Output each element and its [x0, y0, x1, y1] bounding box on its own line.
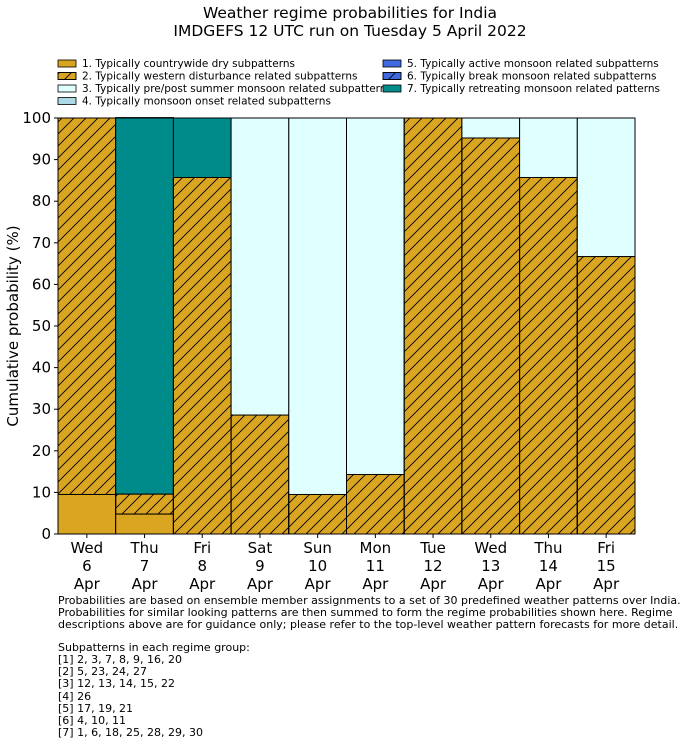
x-tick-label: Fri	[193, 539, 211, 557]
legend-label: 5. Typically active monsoon related subp…	[407, 58, 659, 70]
legend-label: 4. Typically monsoon onset related subpa…	[82, 96, 331, 108]
legend-label: 6. Typically break monsoon related subpa…	[407, 71, 657, 83]
bar-segment-hatch	[576, 256, 636, 535]
group-item: [1] 2, 3, 7, 8, 9, 16, 20	[58, 653, 183, 666]
bar-segment-hatch	[288, 493, 347, 535]
legend-item: 3. Typically pre/post summer monsoon rel…	[57, 83, 392, 95]
bar-segment-hatch	[230, 414, 290, 535]
bar-segment	[461, 117, 521, 139]
x-tick-label: Apr	[478, 575, 505, 593]
legend-swatch	[382, 59, 402, 68]
bar-segment-hatch	[403, 117, 463, 535]
x-tick-label: Apr	[535, 575, 562, 593]
chart: 1. Typically countrywide dry subpatterns…	[4, 58, 660, 593]
y-tick-label: 0	[41, 525, 51, 543]
y-tick-label: 40	[32, 359, 51, 377]
x-tick-label: 15	[597, 557, 616, 575]
group-item: [3] 12, 13, 14, 15, 22	[58, 677, 176, 691]
x-tick-label: 8	[197, 557, 207, 575]
legend-swatch-hatch	[382, 72, 402, 80]
bar-segment	[57, 493, 117, 535]
bar-segment	[346, 117, 405, 476]
x-tick-label: Sat	[248, 539, 273, 557]
y-tick-label: 30	[32, 400, 51, 418]
x-tick-label: Apr	[247, 575, 274, 593]
chart-title: Weather regime probabilities for India	[202, 4, 498, 22]
bar-segment	[519, 117, 578, 178]
legend: 1. Typically countrywide dry subpatterns…	[57, 58, 660, 108]
x-tick-label: Sun	[303, 539, 332, 557]
x-tick-label: Apr	[132, 575, 159, 593]
x-tick-label: 9	[255, 557, 265, 575]
x-tick-label: 13	[481, 557, 500, 575]
group-item: [4] 26	[58, 689, 92, 703]
footer-note: Probabilities are based on ensemble memb…	[58, 594, 681, 632]
y-tick-label: 50	[32, 317, 51, 335]
x-tick-label: Apr	[362, 575, 389, 593]
groups-heading: Subpatterns in each regime group:	[58, 641, 250, 654]
chart-subtitle: IMDGEFS 12 UTC run on Tuesday 5 April 20…	[173, 22, 527, 40]
group-item: [5] 17, 19, 21	[58, 701, 134, 715]
x-tick-label: 11	[366, 557, 385, 575]
x-tick-label: Fri	[597, 539, 615, 557]
x-tick-label: 10	[308, 557, 327, 575]
legend-item: 1. Typically countrywide dry subpatterns	[57, 58, 295, 70]
bar-segment-hatch	[461, 137, 521, 535]
y-tick-label: 100	[22, 109, 51, 127]
bar-segment-hatch	[115, 493, 174, 515]
y-tick-label: 60	[32, 275, 51, 293]
x-tick-label: Apr	[189, 575, 216, 593]
x-tick-label: Wed	[474, 539, 507, 557]
legend-label: 3. Typically pre/post summer monsoon rel…	[82, 83, 392, 95]
x-tick-label: Apr	[420, 575, 447, 593]
x-tick-label: Apr	[74, 575, 101, 593]
y-tick-label: 20	[32, 442, 51, 460]
group-item: [2] 5, 23, 24, 27	[58, 665, 148, 679]
legend-swatch	[57, 97, 77, 105]
group-item: [6] 4, 10, 11	[58, 714, 127, 728]
x-tick-label: 12	[424, 557, 443, 575]
legend-swatch-hatch	[57, 72, 77, 80]
bar-segment	[115, 513, 174, 535]
bar-segment-hatch	[519, 176, 578, 535]
legend-swatch	[382, 84, 402, 93]
bar-segment	[288, 117, 347, 495]
groups-list: [1] 2, 3, 7, 8, 9, 16, 20 [2] 5, 23, 24, …	[58, 653, 204, 740]
bar-segment-hatch	[57, 117, 117, 495]
x-tick-label: 14	[539, 557, 558, 575]
legend-item: 6. Typically break monsoon related subpa…	[382, 71, 657, 83]
y-tick-label: 80	[32, 192, 51, 210]
x-tick-label: Mon	[360, 539, 392, 557]
x-tick-label: Tue	[419, 539, 446, 557]
y-tick-label: 70	[32, 234, 51, 252]
bar-segment	[576, 117, 636, 258]
bar-segment-hatch	[172, 176, 232, 535]
group-item: [7] 1, 6, 18, 25, 28, 29, 30	[58, 726, 204, 740]
legend-label: 7. Typically retreating monsoon related …	[407, 83, 660, 95]
legend-item: 4. Typically monsoon onset related subpa…	[57, 96, 331, 108]
bar-segment	[115, 117, 174, 495]
x-tick-label: Wed	[70, 539, 103, 557]
axes: 0102030405060708090100Wed6AprThu7AprFri8…	[4, 109, 636, 593]
legend-item: 7. Typically retreating monsoon related …	[382, 83, 660, 95]
y-axis-label: Cumulative probability (%)	[4, 225, 22, 426]
legend-item: 5. Typically active monsoon related subp…	[382, 58, 659, 70]
x-tick-label: 7	[140, 557, 150, 575]
bars	[57, 117, 636, 535]
legend-swatch	[57, 84, 77, 93]
y-tick-label: 90	[32, 151, 51, 169]
legend-item: 2. Typically western disturbance related…	[57, 71, 358, 83]
x-tick-label: Apr	[305, 575, 332, 593]
legend-label: 2. Typically western disturbance related…	[82, 71, 358, 83]
x-tick-label: 6	[82, 557, 92, 575]
x-tick-label: Thu	[533, 539, 562, 557]
bar-segment	[230, 117, 290, 416]
legend-label: 1. Typically countrywide dry subpatterns	[82, 58, 295, 70]
x-tick-label: Thu	[129, 539, 158, 557]
x-tick-label: Apr	[593, 575, 620, 593]
y-tick-label: 10	[32, 483, 51, 501]
bar-segment	[172, 117, 232, 178]
bar-segment-hatch	[346, 474, 405, 535]
legend-swatch	[57, 59, 77, 68]
